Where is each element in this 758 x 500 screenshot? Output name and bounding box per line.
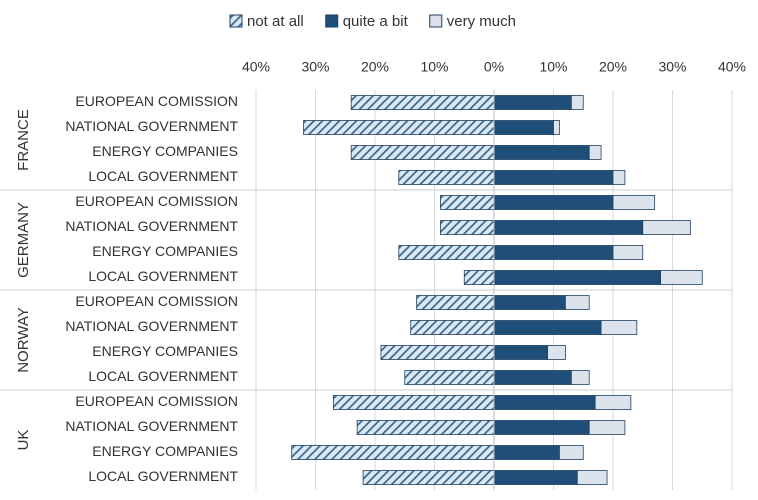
x-tick-label: 0% bbox=[484, 59, 504, 75]
category-label: NATIONAL GOVERNMENT bbox=[65, 218, 238, 234]
x-tick-label: 30% bbox=[301, 59, 329, 75]
category-label: ENERGY COMPANIES bbox=[92, 343, 238, 359]
bar bbox=[493, 195, 614, 210]
bar bbox=[642, 220, 691, 235]
bar bbox=[553, 120, 560, 135]
bar bbox=[303, 120, 495, 135]
category-label: EUROPEAN COMISSION bbox=[75, 393, 238, 409]
x-tick-label: 10% bbox=[420, 59, 448, 75]
bar bbox=[493, 245, 614, 260]
x-tick-label: 20% bbox=[361, 59, 389, 75]
bar bbox=[612, 195, 656, 210]
bar bbox=[493, 120, 554, 135]
bar bbox=[398, 170, 495, 185]
category-label: ENERGY COMPANIES bbox=[92, 143, 238, 159]
bar bbox=[493, 370, 572, 385]
bar bbox=[547, 345, 566, 360]
x-tick-label: 40% bbox=[718, 59, 746, 75]
category-label: LOCAL GOVERNMENT bbox=[88, 468, 238, 484]
category-label: LOCAL GOVERNMENT bbox=[88, 268, 238, 284]
bar bbox=[493, 395, 596, 410]
bar bbox=[350, 95, 495, 110]
x-tick-label: 30% bbox=[658, 59, 686, 75]
bar bbox=[612, 170, 626, 185]
bar bbox=[493, 170, 614, 185]
group-label: NORWAY bbox=[15, 307, 32, 373]
category-label: NATIONAL GOVERNMENT bbox=[65, 318, 238, 334]
bar bbox=[600, 320, 638, 335]
category-label: LOCAL GOVERNMENT bbox=[88, 368, 238, 384]
bar bbox=[570, 370, 590, 385]
bar bbox=[594, 395, 632, 410]
bar bbox=[565, 295, 590, 310]
bar bbox=[588, 145, 602, 160]
bar bbox=[493, 445, 560, 460]
category-label: EUROPEAN COMISSION bbox=[75, 193, 238, 209]
category-label: ENERGY COMPANIES bbox=[92, 443, 238, 459]
bar bbox=[493, 95, 572, 110]
bar bbox=[440, 220, 495, 235]
bar bbox=[559, 445, 584, 460]
group-label: GERMANY bbox=[15, 202, 32, 278]
legend-label: quite a bit bbox=[343, 13, 409, 30]
category-label: LOCAL GOVERNMENT bbox=[88, 168, 238, 184]
bar bbox=[362, 470, 495, 485]
bar bbox=[410, 320, 495, 335]
bar bbox=[380, 345, 495, 360]
bar bbox=[493, 295, 566, 310]
bar bbox=[463, 270, 495, 285]
bar bbox=[588, 420, 626, 435]
bar bbox=[493, 470, 578, 485]
bar bbox=[350, 145, 495, 160]
group-label: UK bbox=[15, 430, 32, 451]
legend-swatch bbox=[229, 14, 243, 28]
x-tick-label: 10% bbox=[539, 59, 567, 75]
bar bbox=[493, 270, 662, 285]
bar bbox=[356, 420, 495, 435]
bar bbox=[291, 445, 495, 460]
legend-label: very much bbox=[447, 13, 516, 30]
legend-label: not at all bbox=[247, 13, 304, 30]
legend-swatch bbox=[429, 14, 443, 28]
bar bbox=[404, 370, 495, 385]
category-label: NATIONAL GOVERNMENT bbox=[65, 118, 238, 134]
bar bbox=[576, 470, 608, 485]
group-label: FRANCE bbox=[15, 109, 32, 171]
bar bbox=[398, 245, 495, 260]
bar bbox=[493, 420, 590, 435]
bar bbox=[612, 245, 644, 260]
category-label: EUROPEAN COMISSION bbox=[75, 293, 238, 309]
bar bbox=[660, 270, 703, 285]
x-tick-label: 40% bbox=[242, 59, 270, 75]
bar bbox=[570, 95, 584, 110]
bar bbox=[440, 195, 495, 210]
category-label: ENERGY COMPANIES bbox=[92, 243, 238, 259]
bar bbox=[493, 345, 548, 360]
bar bbox=[493, 145, 590, 160]
category-label: NATIONAL GOVERNMENT bbox=[65, 418, 238, 434]
bar bbox=[493, 220, 644, 235]
category-label: EUROPEAN COMISSION bbox=[75, 93, 238, 109]
legend-swatch bbox=[325, 14, 339, 28]
x-tick-label: 20% bbox=[599, 59, 627, 75]
bar bbox=[332, 395, 495, 410]
bar bbox=[493, 320, 602, 335]
bar bbox=[416, 295, 495, 310]
